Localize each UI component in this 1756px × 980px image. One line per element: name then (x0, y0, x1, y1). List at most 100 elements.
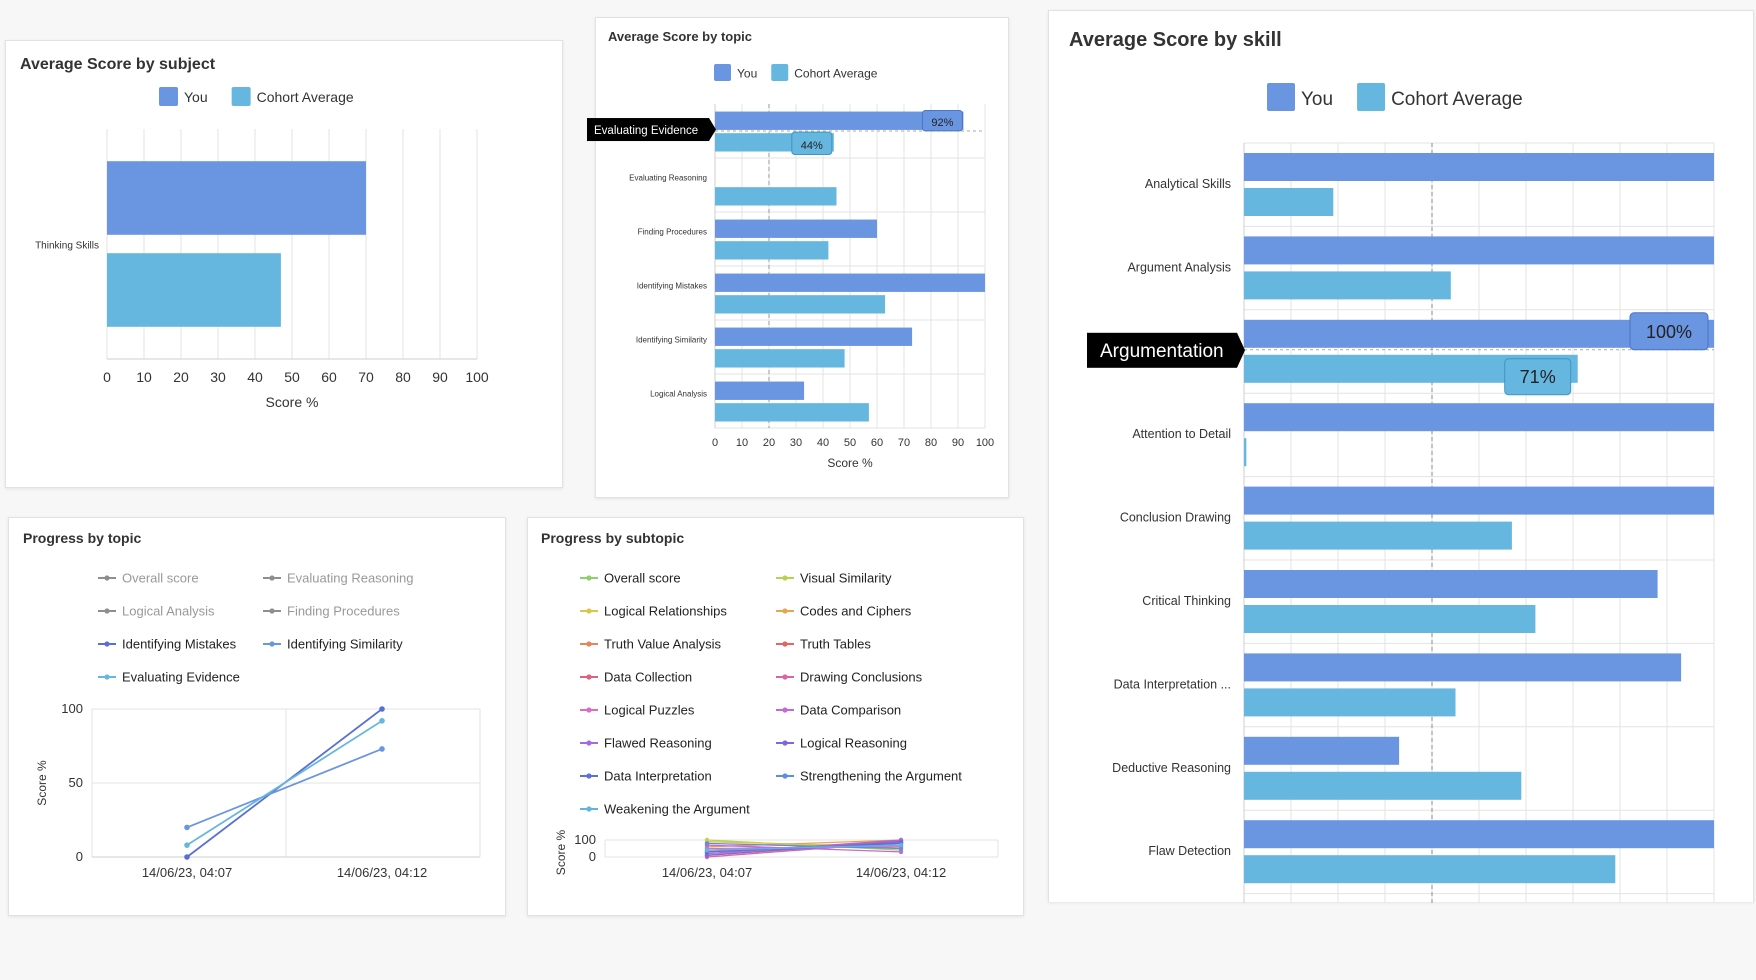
psub-legend-marker[interactable] (782, 641, 788, 647)
skill-legend-you-swatch[interactable] (1267, 83, 1295, 111)
psub-legend-label[interactable]: Data Collection (604, 670, 692, 685)
subject-legend-you-label[interactable]: You (184, 89, 208, 105)
psub-point[interactable] (704, 841, 710, 846)
psub-legend-label[interactable]: Truth Value Analysis (604, 637, 722, 652)
skill-bar-cohort[interactable] (1244, 855, 1616, 884)
ptopic-legend-label[interactable]: Identifying Similarity (287, 637, 403, 652)
psub-legend-marker[interactable] (586, 773, 592, 779)
ptopic-legend-marker[interactable] (104, 674, 110, 680)
skill-bar-you[interactable] (1244, 153, 1714, 181)
ptopic-legend-label[interactable]: Overall score (122, 571, 199, 586)
psub-legend-label[interactable]: Visual Similarity (800, 571, 892, 586)
psub-legend-marker[interactable] (782, 608, 788, 614)
skill-bar-cohort[interactable] (1244, 771, 1522, 800)
psub-point[interactable] (704, 848, 710, 853)
psub-legend-marker[interactable] (586, 740, 592, 746)
skill-bar-cohort[interactable] (1244, 438, 1247, 467)
psub-legend-marker[interactable] (782, 674, 788, 680)
skill-bar-you[interactable] (1244, 486, 1714, 515)
skill-bar-you[interactable] (1244, 570, 1658, 598)
topic-legend-cohort-swatch[interactable] (771, 64, 789, 81)
ptopic-legend-marker[interactable] (104, 641, 110, 647)
ptopic-legend-marker[interactable] (269, 608, 275, 614)
topic-bar-cohort[interactable] (715, 295, 886, 314)
skill-bar-you[interactable] (1244, 736, 1400, 765)
psub-legend-marker[interactable] (782, 773, 788, 779)
subject-bar-cohort[interactable] (107, 253, 281, 327)
psub-point[interactable] (898, 842, 904, 848)
topic-bar-cohort[interactable] (715, 349, 845, 368)
ptopic-point[interactable] (379, 706, 385, 712)
skill-bar-cohort[interactable] (1244, 521, 1512, 550)
topic-bar-you[interactable] (715, 327, 913, 346)
psub-series-line[interactable] (706, 839, 902, 855)
ptopic-legend-label[interactable]: Identifying Mistakes (122, 637, 237, 652)
ptopic-point[interactable] (184, 824, 190, 831)
ptopic-legend-marker[interactable] (104, 608, 110, 614)
ptopic-legend-label[interactable]: Finding Procedures (287, 604, 400, 619)
psub-point[interactable] (898, 849, 904, 855)
ptopic-legend-marker[interactable] (269, 575, 275, 581)
psub-legend-label[interactable]: Truth Tables (800, 637, 871, 652)
subject-legend-you-swatch[interactable] (159, 87, 178, 106)
ptopic-legend-marker[interactable] (269, 641, 275, 647)
topic-bar-you[interactable] (715, 219, 877, 238)
skill-bar-you[interactable] (1244, 653, 1682, 682)
skill-bar-cohort[interactable] (1244, 271, 1451, 300)
ptopic-series-line[interactable] (186, 748, 383, 829)
topic-legend-you-swatch[interactable] (714, 64, 731, 81)
ptopic-legend-label[interactable]: Logical Analysis (122, 604, 215, 619)
psub-point[interactable] (898, 846, 904, 851)
psub-legend-marker[interactable] (782, 707, 788, 713)
psub-legend-marker[interactable] (782, 575, 788, 581)
psub-legend-label[interactable]: Data Interpretation (604, 769, 712, 784)
ptopic-point[interactable] (379, 746, 385, 752)
topic-bar-you[interactable] (715, 111, 964, 130)
subject-legend-cohort-swatch[interactable] (231, 87, 251, 106)
skill-bar-cohort[interactable] (1244, 188, 1334, 216)
psub-legend-label[interactable]: Flawed Reasoning (604, 736, 712, 751)
psub-series-line[interactable] (706, 839, 902, 851)
psub-legend-label[interactable]: Overall score (604, 571, 681, 586)
psub-legend-marker[interactable] (586, 608, 592, 614)
psub-legend-marker[interactable] (586, 575, 592, 581)
psub-legend-label[interactable]: Strengthening the Argument (800, 769, 962, 784)
psub-legend-marker[interactable] (586, 806, 592, 812)
psub-legend-label[interactable]: Data Comparison (800, 703, 901, 718)
psub-legend-label[interactable]: Weakening the Argument (604, 802, 750, 817)
psub-legend-label[interactable]: Drawing Conclusions (800, 670, 923, 685)
ptopic-legend-label[interactable]: Evaluating Reasoning (287, 571, 413, 586)
topic-bar-you[interactable] (715, 381, 805, 400)
ptopic-point[interactable] (379, 718, 385, 724)
psub-legend-marker[interactable] (782, 740, 788, 746)
psub-legend-label[interactable]: Logical Relationships (604, 604, 727, 619)
ptopic-point[interactable] (184, 842, 190, 848)
psub-legend-marker[interactable] (586, 674, 592, 680)
topic-legend-cohort-label[interactable]: Cohort Average (794, 66, 877, 80)
psub-series-line[interactable] (706, 842, 902, 850)
subject-bar-you[interactable] (107, 161, 366, 235)
subject-legend-cohort-label[interactable]: Cohort Average (257, 89, 354, 105)
skill-legend-cohort-swatch[interactable] (1357, 83, 1386, 111)
topic-bar-you[interactable] (715, 273, 985, 292)
skill-bar-cohort[interactable] (1244, 688, 1456, 717)
topic-bar-cohort[interactable] (715, 403, 869, 422)
ptopic-legend-marker[interactable] (104, 575, 110, 581)
skill-bar-you[interactable] (1244, 403, 1714, 432)
psub-point[interactable] (704, 853, 710, 858)
topic-bar-cohort[interactable] (715, 241, 829, 260)
psub-series-line[interactable] (706, 844, 902, 851)
psub-legend-label[interactable]: Codes and Ciphers (800, 604, 912, 619)
skill-legend-cohort-label[interactable]: Cohort Average (1391, 89, 1523, 110)
psub-legend-marker[interactable] (586, 641, 592, 647)
psub-legend-label[interactable]: Logical Puzzles (604, 703, 695, 718)
ptopic-legend-label[interactable]: Evaluating Evidence (122, 670, 240, 685)
skill-bar-you[interactable] (1244, 236, 1714, 265)
ptopic-point[interactable] (184, 854, 190, 860)
skill-legend-you-label[interactable]: You (1301, 89, 1333, 110)
topic-bar-cohort[interactable] (715, 187, 837, 206)
topic-legend-you-label[interactable]: You (737, 66, 757, 80)
psub-series-line[interactable] (706, 841, 902, 856)
ptopic-series-line[interactable] (186, 720, 383, 846)
psub-legend-marker[interactable] (586, 707, 592, 713)
